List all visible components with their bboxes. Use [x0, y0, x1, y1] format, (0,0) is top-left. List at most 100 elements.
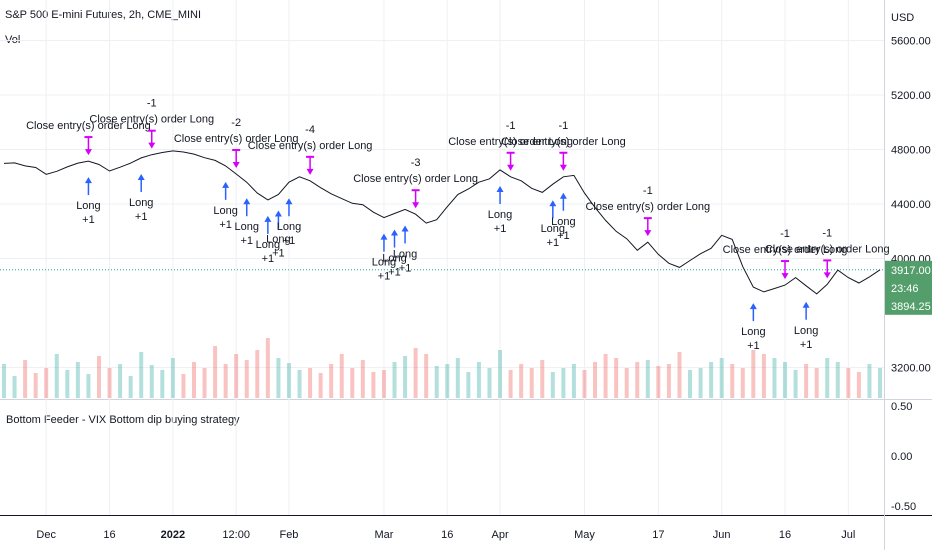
volume-bar: [54, 354, 59, 398]
volume-bar: [107, 368, 112, 398]
volume-bar: [793, 370, 798, 398]
close-qty: -1: [822, 227, 832, 239]
volume-bar: [719, 358, 724, 398]
close-label: Close entry(s) order Long: [765, 243, 890, 255]
long-label: Long: [235, 221, 259, 233]
close-qty: -1: [558, 120, 568, 132]
chart-title: S&P 500 E-mini Futures, 2h, CME_MINI: [5, 9, 202, 21]
volume-bar: [540, 360, 545, 398]
time-tick: May: [574, 529, 595, 541]
close-arrow-head: [232, 162, 240, 169]
close-label: Close entry(s) order Long: [89, 114, 214, 126]
volume-bar: [75, 362, 80, 398]
close-arrow-head: [823, 272, 831, 279]
long-arrow-head: [559, 192, 567, 199]
time-tick: 16: [779, 529, 791, 541]
volume-bar: [276, 358, 281, 398]
time-tick: 16: [103, 529, 115, 541]
long-arrow-head: [243, 198, 251, 205]
close-label: Close entry(s) order Long: [353, 173, 478, 185]
time-tick: Mar: [374, 529, 393, 541]
long-label: Long: [129, 197, 153, 209]
long-arrow-head: [802, 301, 810, 308]
close-label: Close entry(s) order Long: [248, 140, 373, 152]
volume-bar: [846, 368, 851, 398]
close-label: Close entry(s) order Long: [26, 120, 151, 132]
volume-bar: [561, 368, 566, 398]
volume-bar: [392, 362, 397, 398]
volume-bar: [213, 346, 218, 398]
volume-bar: [329, 364, 334, 398]
volume-bar: [434, 366, 439, 398]
volume-bar: [783, 362, 788, 398]
volume-bar: [698, 368, 703, 398]
low-price-value: 3894.25: [891, 301, 931, 313]
long-qty: +1: [494, 223, 507, 235]
long-label: Long: [213, 205, 237, 217]
volume-bar: [645, 360, 650, 398]
volume-bar: [160, 370, 165, 398]
time-tick: Feb: [279, 529, 298, 541]
time-tick: Apr: [491, 529, 508, 541]
volume-bar: [814, 368, 819, 398]
long-qty: +1: [272, 247, 285, 259]
volume-bar: [202, 368, 207, 398]
long-arrow-head: [285, 198, 293, 205]
volume-bar: [519, 364, 524, 398]
close-arrow-head: [84, 149, 92, 156]
close-qty: -3: [411, 157, 421, 169]
long-label: Long: [266, 233, 290, 245]
long-arrow-head: [264, 215, 272, 222]
long-arrow-head: [222, 181, 230, 188]
volume-bar: [856, 372, 861, 398]
indicator-tick: 0.50: [891, 401, 912, 413]
close-label: Close entry(s) order Long: [723, 244, 848, 256]
volume-bar: [582, 370, 587, 398]
price-tick: 3200.00: [891, 363, 931, 375]
last-price-badge: [885, 260, 932, 315]
close-arrow-head: [559, 164, 567, 171]
volume-bar: [550, 372, 555, 398]
volume-bar: [403, 356, 408, 398]
volume-bar: [445, 364, 450, 398]
volume-bar: [286, 363, 291, 398]
long-qty: +1: [399, 262, 412, 274]
long-qty: +1: [135, 211, 148, 223]
volume-bar: [2, 364, 6, 398]
volume-bar: [181, 374, 186, 398]
long-label: Long: [794, 325, 818, 337]
long-arrow-head: [549, 200, 557, 207]
long-arrow-head: [137, 173, 145, 180]
volume-bar: [118, 364, 123, 398]
long-label: Long: [551, 216, 575, 228]
long-label: Long: [488, 209, 512, 221]
volume-bar: [424, 354, 429, 398]
volume-bar: [730, 364, 735, 398]
volume-bar: [666, 364, 671, 398]
volume-bar: [244, 360, 249, 398]
close-qty: -1: [506, 120, 516, 132]
close-label: Close entry(s) order Long: [448, 136, 573, 148]
time-tick: Dec: [36, 529, 56, 541]
volume-bar: [529, 368, 534, 398]
long-label: Long: [372, 257, 396, 269]
volume-bar: [487, 368, 492, 398]
volume-bar: [476, 362, 481, 398]
close-qty: -1: [643, 185, 653, 197]
volume-bar: [318, 373, 323, 398]
close-qty: -1: [780, 228, 790, 240]
long-qty: +1: [378, 271, 391, 283]
time-tick: Jul: [841, 529, 855, 541]
volume-bar: [12, 376, 17, 398]
volume-bar: [139, 352, 144, 398]
price-line: [3, 150, 881, 295]
volume-bar: [688, 370, 693, 398]
price-tick: 5600.00: [891, 36, 931, 48]
volume-bar: [265, 338, 270, 398]
volume-bar: [656, 366, 661, 398]
long-label: Long: [277, 221, 301, 233]
long-qty: +1: [219, 219, 232, 231]
indicator-tick: 0.00: [891, 451, 912, 463]
volume-bar: [772, 358, 777, 398]
